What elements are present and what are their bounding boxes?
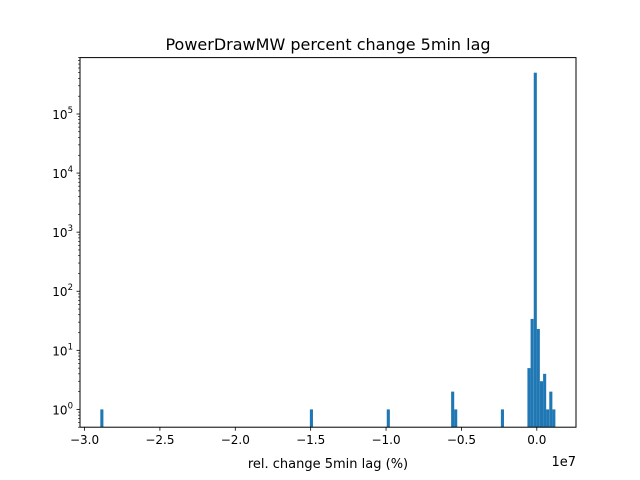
histogram-bar [451,392,454,428]
x-tick-label: −2.0 [221,433,250,447]
histogram-bar [531,319,534,427]
x-tick-label: −2.5 [145,433,174,447]
histogram-bar [454,409,457,427]
histogram-bar [527,368,530,427]
histogram-bar [549,392,552,428]
x-axis-offset-label: 1e7 [551,455,576,470]
chart-title: PowerDrawMW percent change 5min lag [165,35,490,54]
histogram-bar [387,409,390,427]
x-axis-label: rel. change 5min lag (%) [248,457,408,472]
histogram-bar [537,329,540,427]
x-tick-label: −1.0 [371,433,400,447]
histogram-bar [540,381,543,427]
histogram-bar [543,374,546,427]
histogram-bar [501,409,504,427]
histogram-bar [552,409,555,427]
x-tick-label: −3.0 [70,433,99,447]
histogram-bar [534,73,537,428]
histogram-bar [546,409,549,427]
histogram-bar [310,409,313,427]
x-tick-label: 0.0 [527,433,546,447]
histogram-bar [100,409,103,427]
x-tick-label: −1.5 [296,433,325,447]
x-tick-label: −0.5 [447,433,476,447]
